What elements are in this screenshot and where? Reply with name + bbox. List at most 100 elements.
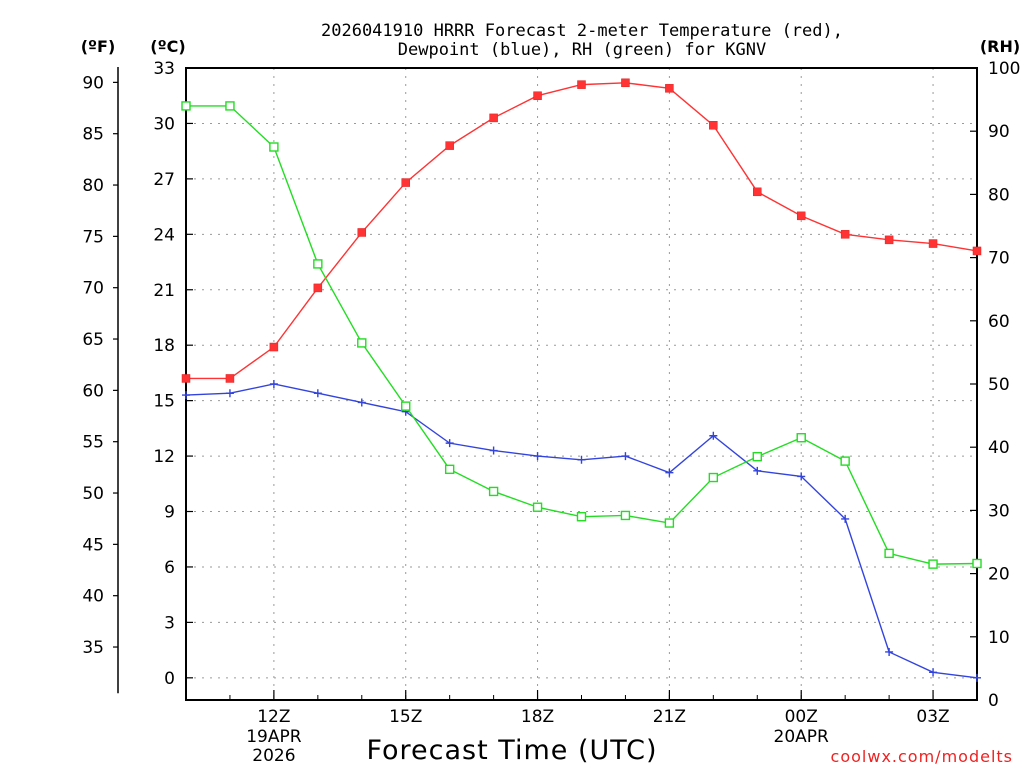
rh-point [796, 433, 806, 443]
f-tick-label: 35 [82, 638, 104, 658]
x-tick-label: 00Z [785, 707, 818, 727]
chart-title-line2: Dewpoint (blue), RH (green) for KGNV [398, 40, 766, 60]
x-tick-label: 21Z [653, 707, 686, 727]
dewpoint-point [313, 389, 322, 398]
left-axis-c-label: (ºC) [150, 37, 185, 56]
dewpoint-line [185, 383, 978, 679]
f-tick-label: 65 [82, 330, 104, 350]
x-tick-label: 15Z [389, 707, 422, 727]
temperature-point [357, 228, 367, 237]
rh-point [488, 486, 499, 497]
rh-point [313, 259, 323, 269]
f-tick-label: 90 [82, 73, 104, 93]
c-tick-label: 0 [164, 669, 175, 689]
temperature-point [621, 78, 630, 88]
rh-tick-label: 90 [988, 122, 1010, 142]
tick-labels: 35 40 45 50 55 60 65 70 75 80 85 90 0 3 6 9 12 15 18 21 24 27… [82, 59, 1020, 766]
rh-tick-label: 80 [988, 185, 1010, 205]
temperature-point [313, 283, 323, 293]
plot-frame [185, 67, 978, 701]
c-tick-label: 9 [164, 503, 175, 523]
x-axis-label: Forecast Time (UTC) [366, 735, 657, 766]
right-axis-rh-label: (RH) [980, 37, 1020, 56]
rh-point [972, 558, 982, 569]
rh-point [840, 456, 850, 466]
rh-point [181, 101, 191, 111]
c-tick-label: 24 [153, 225, 175, 245]
temperature-point [753, 187, 762, 197]
series-group [181, 78, 982, 682]
dewpoint-point [533, 452, 542, 461]
temperature-point [445, 141, 454, 150]
dewpoint-point [621, 452, 630, 461]
dewpoint-point [973, 673, 981, 682]
temperature-point [796, 211, 806, 221]
f-tick-label: 80 [82, 176, 104, 196]
temperature-point [269, 342, 279, 352]
x-tick-year: 2026 [252, 746, 295, 766]
f-tick-label: 70 [82, 279, 104, 299]
temperature-point [665, 84, 674, 93]
dewpoint-point [753, 466, 762, 475]
grid-lines [186, 67, 977, 700]
f-tick-label: 45 [82, 535, 104, 555]
x-tick-date: 20APR [774, 727, 830, 747]
dewpoint-point [929, 668, 938, 677]
dewpoint-point [885, 647, 894, 656]
rh-point [928, 559, 938, 569]
c-tick-label: 18 [153, 336, 175, 356]
temperature-point [709, 121, 718, 130]
temperature-point [533, 91, 542, 100]
watermark-text: coolwx.com/modelts [831, 747, 1013, 766]
c-tick-label: 12 [153, 447, 175, 467]
chart-title-line1: 2026041910 HRRR Forecast 2-meter Tempera… [321, 21, 843, 41]
axes [113, 66, 978, 701]
rh-point [576, 512, 587, 522]
f-tick-label: 40 [82, 587, 104, 607]
dewpoint-point [709, 431, 718, 440]
temperature-point [928, 239, 938, 248]
c-tick-label: 30 [153, 114, 175, 134]
rh-point [532, 502, 543, 512]
dewpoint-point [797, 472, 806, 481]
f-tick-label: 55 [82, 433, 104, 453]
f-tick-label: 50 [82, 484, 104, 504]
temperature-point [884, 235, 894, 245]
rh-line [186, 105, 978, 565]
rh-tick-label: 70 [988, 249, 1010, 269]
dewpoint-point [225, 389, 234, 398]
rh-tick-label: 10 [988, 628, 1010, 648]
rh-point [884, 548, 894, 559]
temperature-point [401, 178, 410, 187]
rh-point [620, 510, 631, 521]
rh-point [225, 101, 235, 111]
rh-tick-label: 60 [988, 312, 1010, 332]
rh-point [752, 451, 762, 462]
c-tick-label: 6 [164, 558, 175, 578]
rh-tick-label: 20 [988, 565, 1010, 585]
dewpoint-point [269, 380, 278, 388]
f-tick-label: 60 [82, 381, 104, 401]
c-tick-label: 27 [153, 170, 175, 190]
dewpoint-point [841, 514, 850, 523]
f-tick-label: 85 [82, 125, 104, 145]
rh-tick-label: 0 [988, 691, 999, 711]
temperature-point [181, 374, 191, 383]
rh-point [708, 472, 719, 483]
rh-tick-label: 40 [988, 438, 1010, 458]
f-tick-label: 75 [82, 227, 104, 247]
left-axis-f-label: (ºF) [81, 37, 116, 56]
dewpoint-point [665, 468, 674, 477]
dewpoint-point [445, 439, 454, 448]
x-tick-date: 19APR [246, 727, 302, 747]
rh-tick-label: 30 [988, 501, 1010, 521]
rh-point [444, 464, 455, 475]
c-tick-label: 3 [164, 613, 175, 633]
dewpoint-point [182, 391, 190, 400]
temperature-point [840, 230, 850, 239]
rh-tick-label: 100 [988, 59, 1020, 79]
c-tick-label: 21 [153, 281, 175, 301]
dewpoint-point [357, 398, 366, 407]
rh-point [357, 338, 367, 348]
